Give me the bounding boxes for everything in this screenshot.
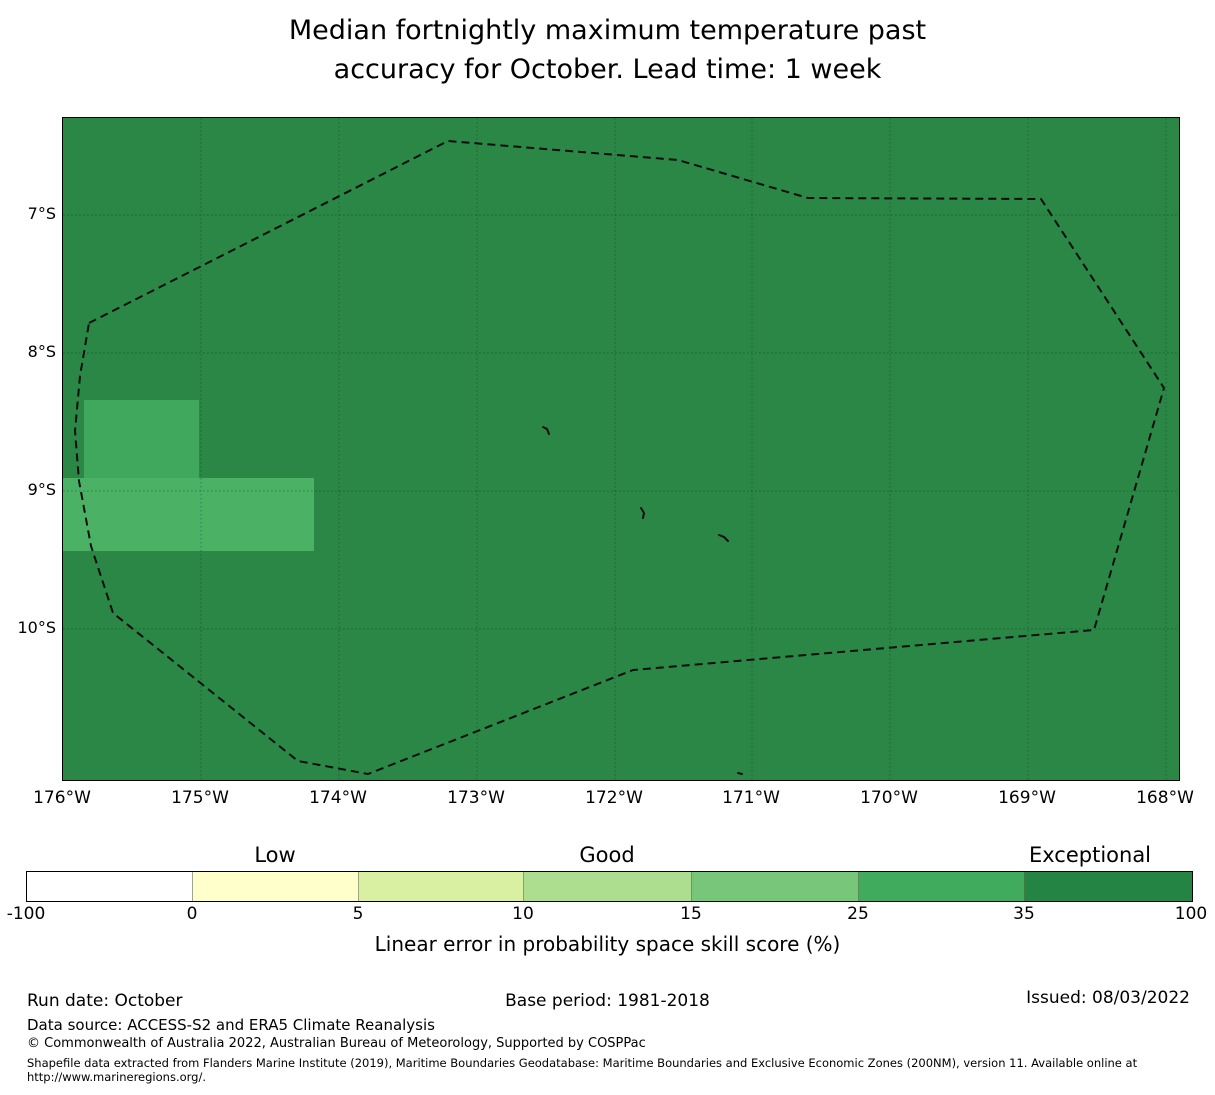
chart-title-line1: Median fortnightly maximum temperature p… [288, 15, 927, 46]
colorbar [26, 871, 1193, 902]
lon-tick-label: 175°W [171, 788, 229, 808]
colorbar-segment [692, 872, 859, 901]
island-mark-swains [737, 772, 743, 775]
colorbar-tick-label: 35 [1013, 904, 1035, 924]
colorbar-category-exceptional: Exceptional [1028, 843, 1152, 867]
map-plot [63, 118, 1179, 780]
colorbar-tick-label: 25 [847, 904, 869, 924]
lon-tick-label: 174°W [309, 788, 367, 808]
colorbar-axis-label: Linear error in probability space skill … [374, 932, 841, 956]
colorbar-segment [524, 872, 692, 901]
colorbar-tick-label: 100 [1174, 904, 1208, 924]
lon-tick-label: 173°W [447, 788, 505, 808]
colorbar-segment [1025, 872, 1192, 901]
colorbar-category-good: Good [579, 843, 635, 867]
copyright-text: © Commonwealth of Australia 2022, Austra… [27, 1036, 646, 1051]
colorbar-segment [27, 872, 193, 901]
island-mark-atafu [542, 426, 550, 435]
colorbar-tick-label: 5 [352, 904, 364, 924]
base-period-text: Base period: 1981-2018 [505, 991, 710, 1011]
skill-cell-patch [84, 400, 199, 478]
shapefile-url-text: http://www.marineregions.org/. [27, 1070, 206, 1084]
lat-tick-label: 7°S [27, 204, 56, 223]
colorbar-tick-label: 15 [680, 904, 702, 924]
lat-tick-label: 10°S [17, 618, 56, 637]
colorbar-category-low: Low [254, 843, 296, 867]
colorbar-segment [859, 872, 1025, 901]
map-area [62, 117, 1180, 781]
lat-tick-label: 8°S [27, 342, 56, 361]
island-mark-fakaofo [718, 534, 729, 542]
colorbar-tick-label: 10 [512, 904, 534, 924]
run-date-text: Run date: October [27, 991, 183, 1011]
lon-tick-label: 176°W [33, 788, 91, 808]
issued-date-text: Issued: 08/03/2022 [1026, 988, 1190, 1008]
lat-tick-label: 9°S [27, 480, 56, 499]
chart-title: Median fortnightly maximum temperature p… [0, 11, 1215, 89]
eez-boundary-line [74, 140, 1165, 775]
island-mark-nukunonu [640, 507, 646, 519]
chart-title-line2: accuracy for October. Lead time: 1 week [333, 54, 882, 85]
colorbar-segment [193, 872, 359, 901]
lon-tick-label: 169°W [998, 788, 1056, 808]
colorbar-tick-label: -100 [6, 904, 46, 924]
colorbar-segment [359, 872, 524, 901]
lon-tick-label: 172°W [585, 788, 643, 808]
lon-tick-label: 171°W [722, 788, 780, 808]
lon-tick-label: 168°W [1136, 788, 1194, 808]
colorbar-tick-label: 0 [186, 904, 198, 924]
lon-tick-label: 170°W [860, 788, 918, 808]
data-source-text: Data source: ACCESS-S2 and ERA5 Climate … [27, 1016, 435, 1034]
skill-cell-patch [63, 478, 314, 551]
shapefile-note-text: Shapefile data extracted from Flanders M… [27, 1056, 1138, 1070]
